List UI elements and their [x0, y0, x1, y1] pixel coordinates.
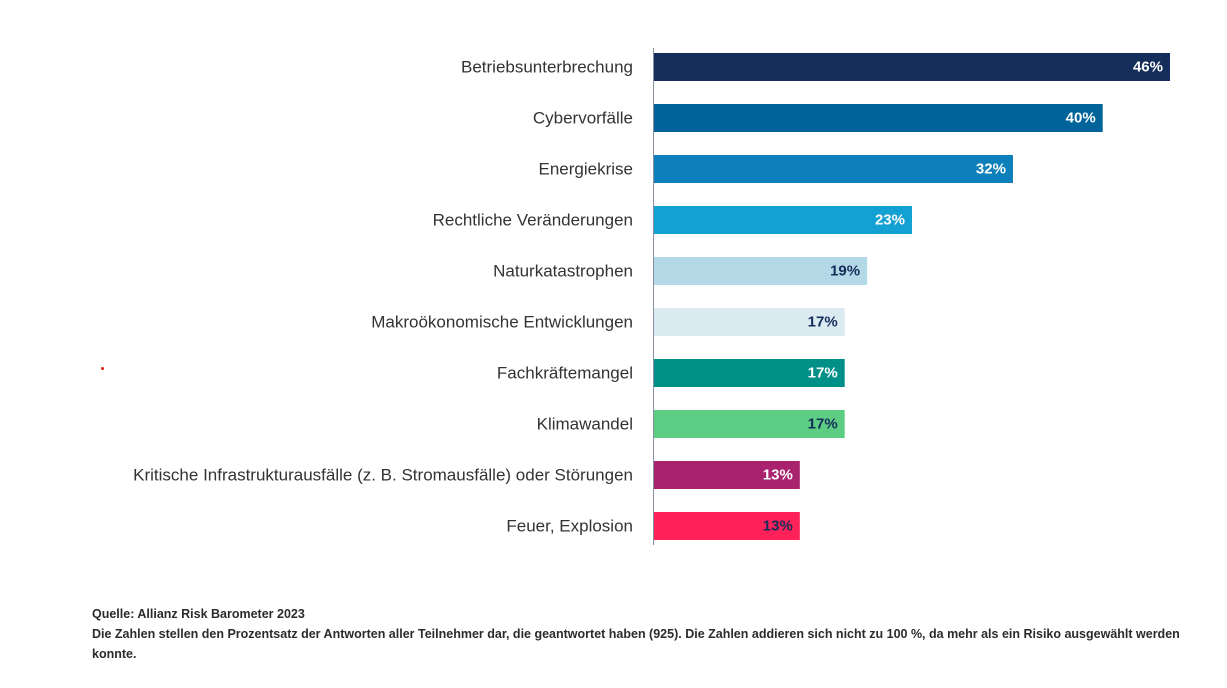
- red-dot-mark: [101, 367, 104, 370]
- bar-value-label: 17%: [808, 416, 838, 433]
- bar: [654, 104, 1103, 132]
- bar-value-label: 17%: [808, 314, 838, 331]
- explanatory-note: Die Zahlen stellen den Prozentsatz der A…: [92, 627, 1180, 661]
- bar: [654, 461, 800, 489]
- category-label: Klimawandel: [537, 415, 633, 434]
- category-label: Naturkatastrophen: [493, 262, 633, 281]
- bar: [654, 512, 800, 540]
- bar: [654, 410, 845, 438]
- bar-value-label: 46%: [1133, 59, 1163, 76]
- category-label: Kritische Infrastrukturausfälle (z. B. S…: [133, 466, 633, 485]
- bar: [654, 53, 1170, 81]
- bar-value-label: 40%: [1066, 110, 1096, 127]
- bar-value-label: 17%: [808, 365, 838, 382]
- bar-value-label: 32%: [976, 161, 1006, 178]
- bars-group: Betriebsunterbrechung 46% Cybervorfälle 40%…: [133, 53, 1170, 540]
- footnote: Quelle: Allianz Risk Barometer 2023 Die …: [92, 604, 1192, 664]
- category-label: Fachkräftemangel: [497, 364, 633, 383]
- category-label: Energiekrise: [539, 160, 634, 179]
- bar: [654, 206, 912, 234]
- bar: [654, 257, 868, 285]
- category-label: Betriebsunterbrechung: [461, 58, 633, 77]
- bar: [654, 308, 845, 336]
- category-label: Makroökonomische Entwicklungen: [371, 313, 633, 332]
- source-note: Quelle: Allianz Risk Barometer 2023: [92, 607, 305, 621]
- bar: [654, 155, 1013, 183]
- category-label: Cybervorfälle: [533, 109, 633, 128]
- bar-value-label: 13%: [763, 518, 793, 535]
- bar-value-label: 19%: [830, 263, 860, 280]
- bar-value-label: 13%: [763, 467, 793, 484]
- category-label: Feuer, Explosion: [506, 517, 633, 536]
- bar-value-label: 23%: [875, 212, 905, 229]
- bar-chart: Betriebsunterbrechung 46% Cybervorfälle 40%…: [133, 48, 1170, 545]
- category-label: Rechtliche Veränderungen: [433, 211, 633, 230]
- bar: [654, 359, 845, 387]
